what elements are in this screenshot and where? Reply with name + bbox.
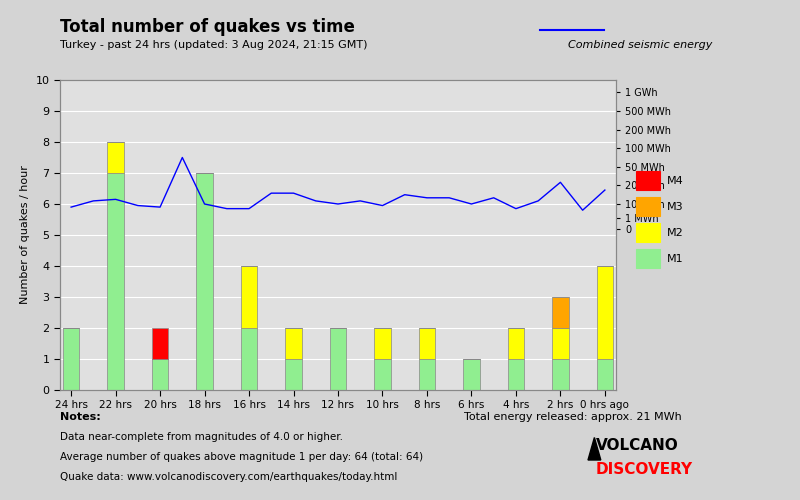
Bar [507, 359, 524, 390]
Bar [374, 328, 391, 359]
Bar [552, 328, 569, 359]
Bar [374, 359, 391, 390]
Text: DISCOVERY: DISCOVERY [596, 462, 693, 477]
Text: Average number of quakes above magnitude 1 per day: 64 (total: 64): Average number of quakes above magnitude… [60, 452, 423, 462]
Text: Data near-complete from magnitudes of 4.0 or higher.: Data near-complete from magnitudes of 4.… [60, 432, 343, 442]
Text: M1: M1 [666, 254, 683, 264]
Bar [463, 359, 480, 390]
Text: M4: M4 [666, 176, 683, 186]
Text: Notes:: Notes: [60, 412, 101, 422]
Bar [418, 328, 435, 359]
Bar [330, 328, 346, 390]
Bar [552, 297, 569, 328]
Text: Combined seismic energy: Combined seismic energy [568, 40, 712, 50]
Text: Total number of quakes vs time: Total number of quakes vs time [60, 18, 355, 36]
Text: Turkey - past 24 hrs (updated: 3 Aug 2024, 21:15 GMT): Turkey - past 24 hrs (updated: 3 Aug 202… [60, 40, 367, 50]
Bar [241, 328, 258, 390]
Bar [597, 266, 614, 359]
Text: M2: M2 [666, 228, 683, 237]
Bar [552, 359, 569, 390]
Bar [507, 328, 524, 359]
Bar [107, 142, 124, 173]
Bar [285, 328, 302, 359]
Text: Total energy released: approx. 21 MWh: Total energy released: approx. 21 MWh [464, 412, 682, 422]
Bar [107, 173, 124, 390]
Bar [241, 266, 258, 328]
Text: Quake data: www.volcanodiscovery.com/earthquakes/today.html: Quake data: www.volcanodiscovery.com/ear… [60, 472, 398, 482]
Bar [152, 359, 169, 390]
Y-axis label: Number of quakes / hour: Number of quakes / hour [20, 166, 30, 304]
Bar [152, 328, 169, 359]
Bar [418, 359, 435, 390]
Text: VOLCANO: VOLCANO [596, 438, 678, 452]
Text: M3: M3 [666, 202, 683, 211]
Bar [62, 328, 79, 390]
Bar [597, 359, 614, 390]
Bar [285, 359, 302, 390]
Bar [196, 173, 213, 390]
